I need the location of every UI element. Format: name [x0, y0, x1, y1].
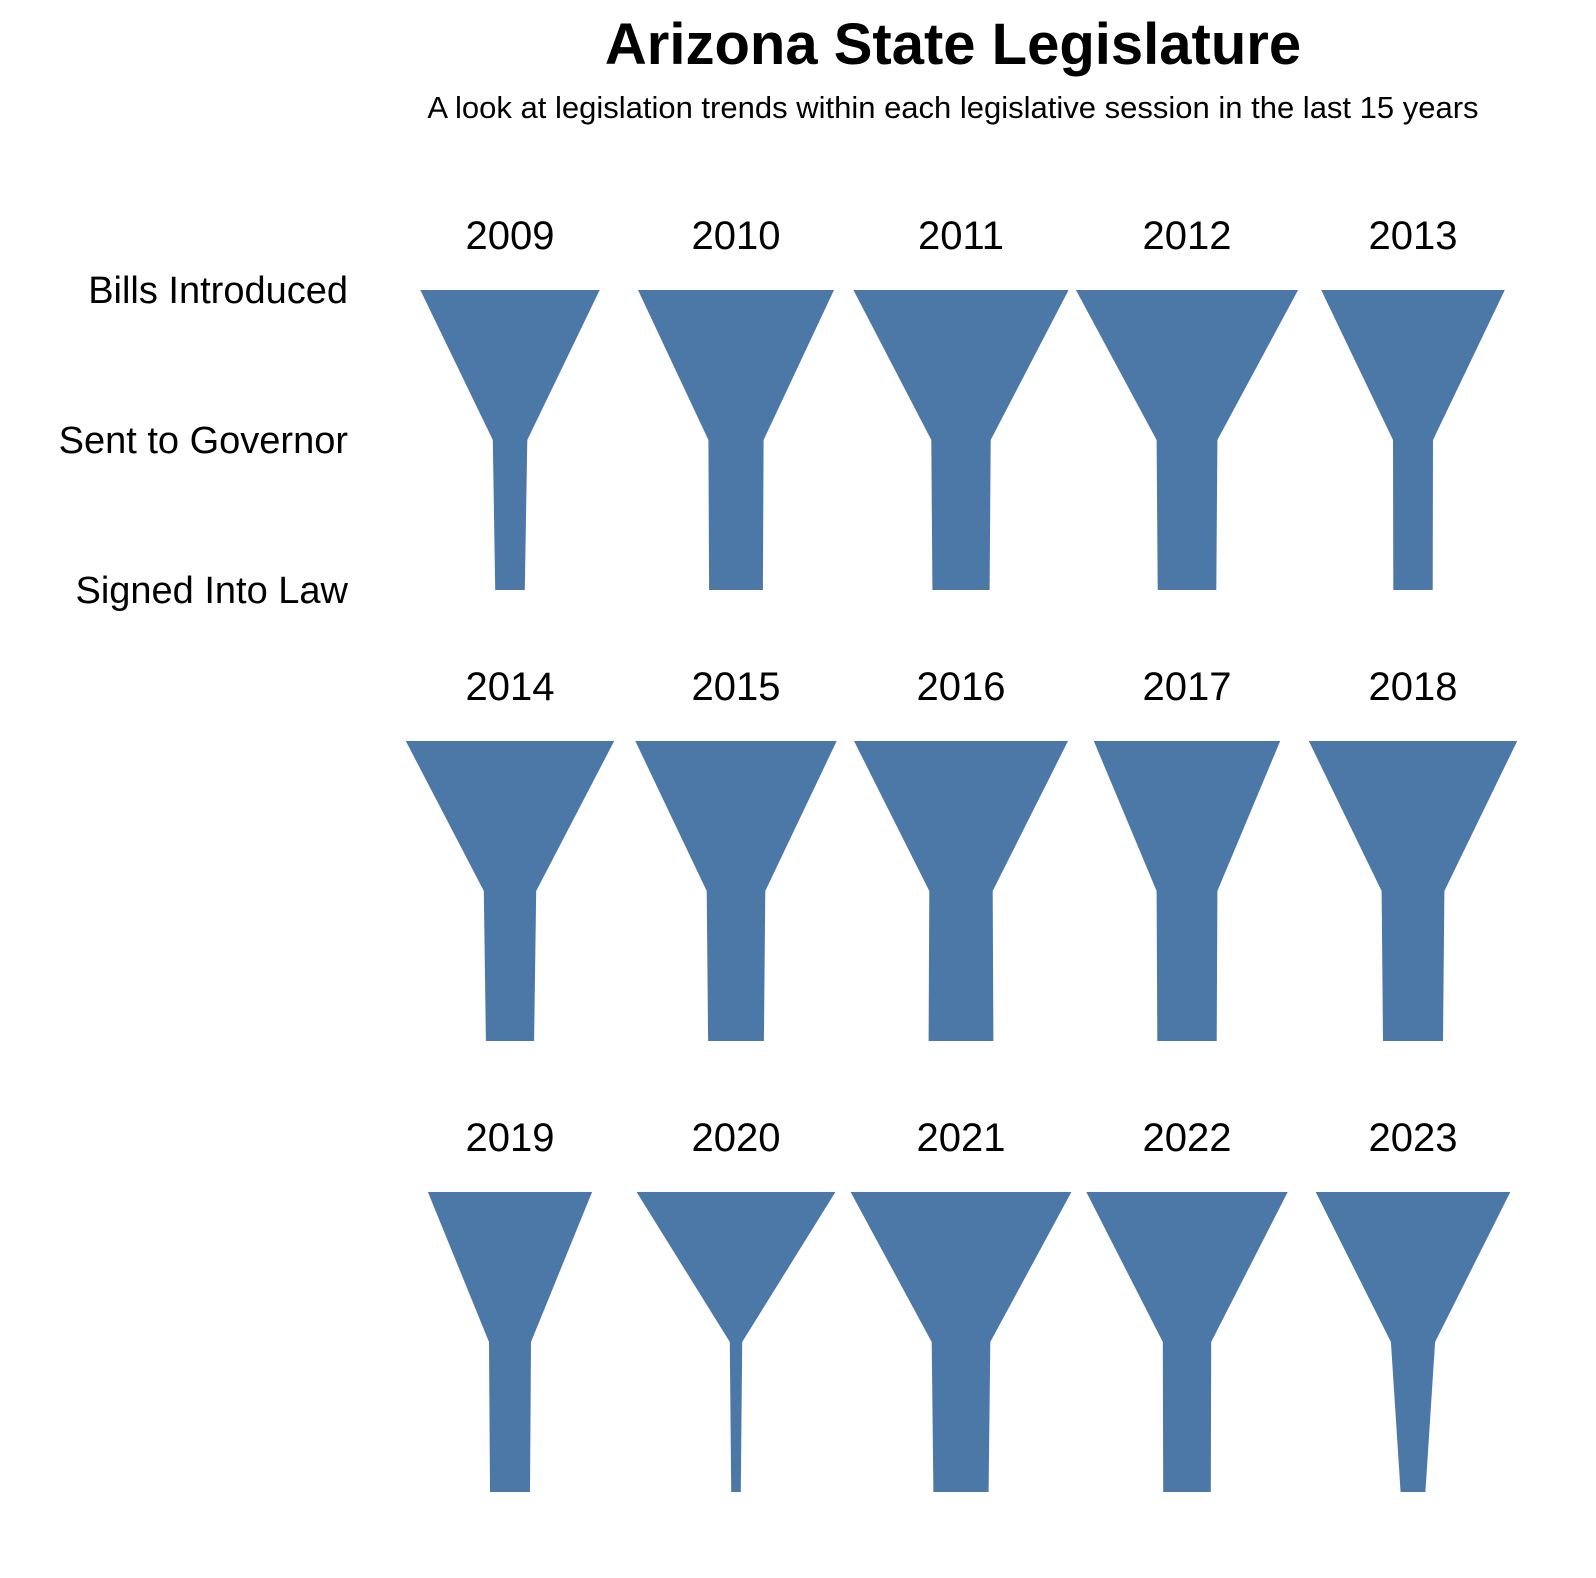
year-label: 2023 — [1369, 1116, 1458, 1160]
funnel-shape — [636, 1192, 836, 1492]
stage-labels: Bills Introduced Sent to Governor Signed I… — [59, 270, 349, 612]
funnel-2019: 2019 — [427, 1116, 593, 1492]
funnel-shape — [638, 290, 834, 590]
year-label: 2022 — [1143, 1116, 1232, 1160]
funnel-2009: 2009 — [420, 214, 600, 590]
funnel-shape — [854, 741, 1068, 1041]
stage-label-2: Signed Into Law — [75, 570, 348, 612]
stage-label-1: Sent to Governor — [59, 420, 349, 462]
funnel-2012: 2012 — [1075, 214, 1299, 590]
funnels-grid: 2009 2010 2011 2012 2013 2014 2015 2016 2017 2018… — [405, 214, 1518, 1492]
chart-title: Arizona State Legislature — [605, 12, 1301, 77]
funnel-2015: 2015 — [635, 665, 837, 1041]
funnel-shape — [1075, 290, 1299, 590]
funnel-shape — [1093, 741, 1281, 1041]
year-label: 2020 — [692, 1116, 781, 1160]
year-label: 2013 — [1369, 214, 1458, 258]
funnel-shape — [1308, 741, 1518, 1041]
year-label: 2021 — [917, 1116, 1006, 1160]
chart-subtitle: A look at legislation trends within each… — [427, 90, 1478, 125]
funnel-2011: 2011 — [853, 214, 1069, 590]
funnel-2018: 2018 — [1308, 665, 1518, 1041]
funnel-shape — [420, 290, 600, 590]
funnel-shape — [635, 741, 837, 1041]
year-label: 2010 — [692, 214, 781, 258]
year-label: 2009 — [466, 214, 555, 258]
funnel-2014: 2014 — [405, 665, 615, 1041]
funnel-shape — [1086, 1192, 1288, 1492]
funnel-shape — [405, 741, 615, 1041]
funnel-shape — [1321, 290, 1505, 590]
funnel-2022: 2022 — [1086, 1116, 1288, 1492]
funnel-2023: 2023 — [1315, 1116, 1511, 1492]
year-label: 2014 — [466, 665, 555, 709]
funnel-2016: 2016 — [854, 665, 1068, 1041]
funnel-2017: 2017 — [1093, 665, 1281, 1041]
funnel-shape — [1315, 1192, 1511, 1492]
year-label: 2015 — [692, 665, 781, 709]
year-label: 2012 — [1143, 214, 1232, 258]
year-label: 2016 — [917, 665, 1006, 709]
funnel-shape — [853, 290, 1069, 590]
funnel-2013: 2013 — [1321, 214, 1505, 590]
funnel-2010: 2010 — [638, 214, 834, 590]
year-label: 2019 — [466, 1116, 555, 1160]
year-label: 2017 — [1143, 665, 1232, 709]
year-label: 2011 — [918, 214, 1004, 258]
stage-label-0: Bills Introduced — [88, 270, 348, 312]
funnel-shape — [427, 1192, 593, 1492]
funnel-shape — [850, 1192, 1072, 1492]
funnel-2020: 2020 — [636, 1116, 836, 1492]
funnel-2021: 2021 — [850, 1116, 1072, 1492]
year-label: 2018 — [1369, 665, 1458, 709]
